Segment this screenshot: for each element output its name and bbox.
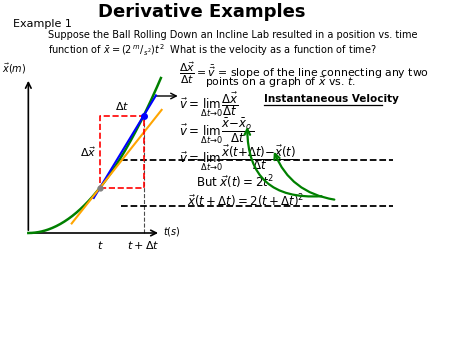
Text: Example 1: Example 1 bbox=[13, 19, 72, 29]
Text: $t$: $t$ bbox=[97, 239, 103, 251]
Text: points on a graph of $\vec{x}$ vs. $t$.: points on a graph of $\vec{x}$ vs. $t$. bbox=[204, 74, 355, 90]
Text: $\Delta t$: $\Delta t$ bbox=[115, 100, 129, 112]
Text: $t(s)$: $t(s)$ bbox=[163, 225, 181, 239]
Text: $\dfrac{\Delta\vec{x}}{\Delta t} = \bar{\vec{v}}$ = slope of the line connecting: $\dfrac{\Delta\vec{x}}{\Delta t} = \bar{… bbox=[179, 61, 429, 86]
Text: function of $\bar{x} = \left(2\,^{m}/_{s^2}\right)t^2$  What is the velocity as : function of $\bar{x} = \left(2\,^{m}/_{s… bbox=[48, 42, 377, 58]
Text: Suppose the Ball Rolling Down an Incline Lab resulted in a position vs. time: Suppose the Ball Rolling Down an Incline… bbox=[48, 30, 418, 40]
Text: $\vec{x}(m)$: $\vec{x}(m)$ bbox=[1, 62, 26, 76]
Text: $\vec{v} = \lim_{\Delta t \to 0} \dfrac{\Delta\vec{x}}{\Delta t}$: $\vec{v} = \lim_{\Delta t \to 0} \dfrac{… bbox=[179, 90, 238, 119]
Text: But $\vec{x}(t)= 2t^2$: But $\vec{x}(t)= 2t^2$ bbox=[196, 173, 274, 191]
Text: $\vec{v} = \lim_{\Delta t \to 0} \dfrac{\vec{x}(t+\Delta t)-\vec{x}(t)}{\Delta t: $\vec{v} = \lim_{\Delta t \to 0} \dfrac{… bbox=[179, 143, 297, 173]
Text: Instantaneous Velocity: Instantaneous Velocity bbox=[265, 94, 399, 104]
Text: Derivative Examples: Derivative Examples bbox=[98, 3, 306, 21]
Text: $\Delta\vec{x}$: $\Delta\vec{x}$ bbox=[80, 145, 96, 159]
Text: $\vec{x}(t+\Delta t)= 2(t+\Delta t)^2$: $\vec{x}(t+\Delta t)= 2(t+\Delta t)^2$ bbox=[187, 192, 305, 210]
Text: $\vec{v} = \lim_{\Delta t \to 0} \dfrac{\bar{x} - \bar{x}_o}{\Delta t}$: $\vec{v} = \lim_{\Delta t \to 0} \dfrac{… bbox=[179, 116, 254, 146]
Text: $t + \Delta t$: $t + \Delta t$ bbox=[127, 239, 160, 251]
